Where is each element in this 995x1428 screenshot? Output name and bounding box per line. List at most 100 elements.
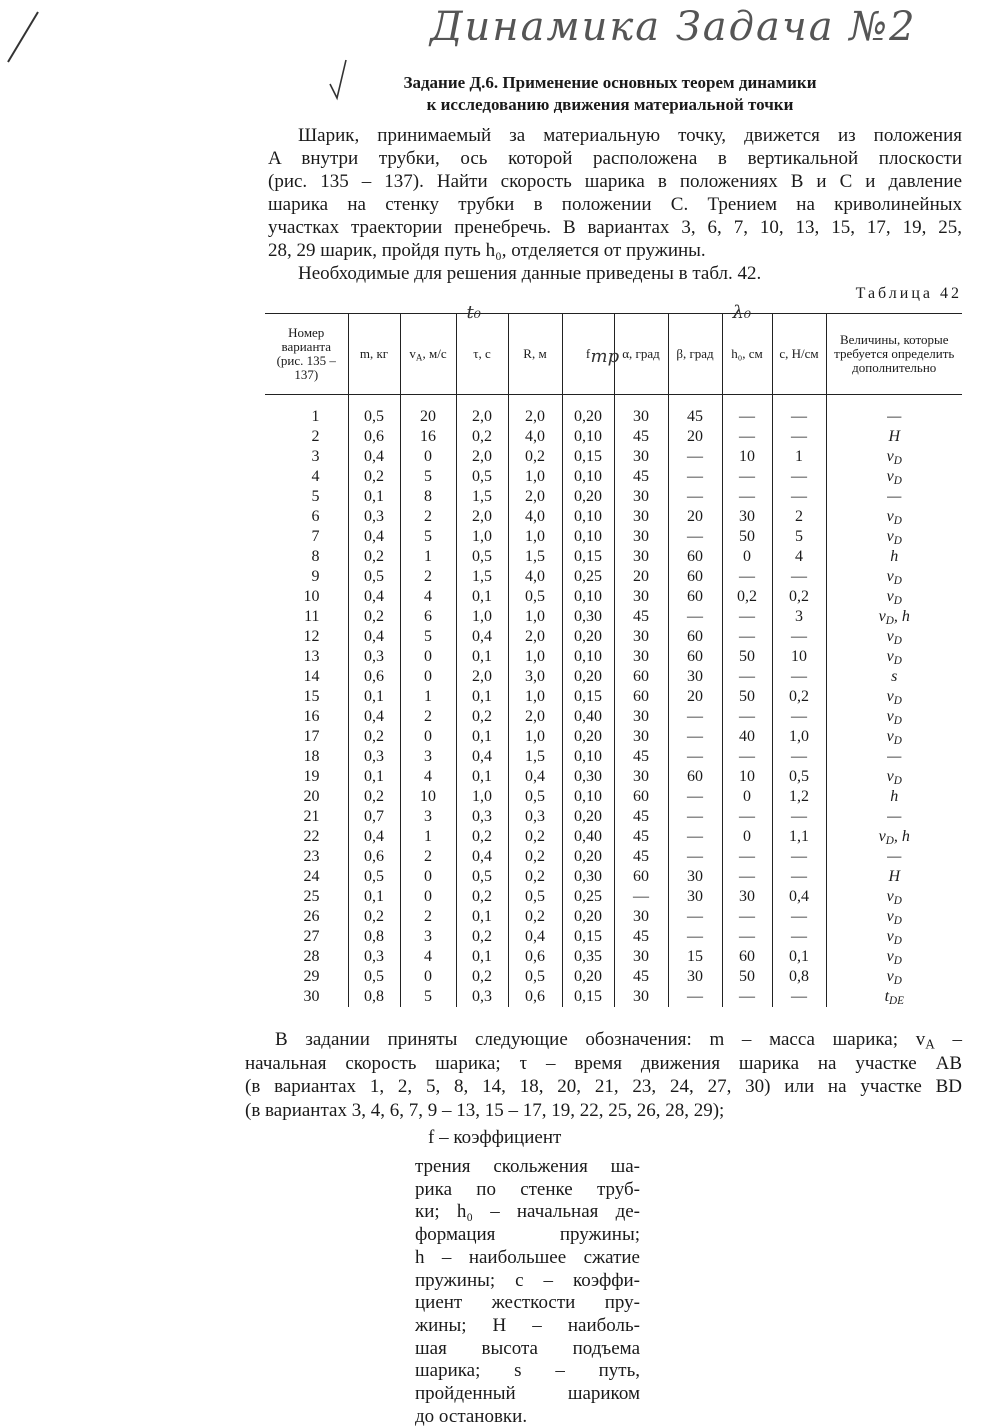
handwritten-header: Динамика Задача №2 [430, 4, 917, 50]
table-cell: 0,40 [561, 827, 614, 847]
table-cell: 30 [721, 887, 772, 907]
table-cell: 0,20 [561, 847, 614, 867]
table-cell: 4 [771, 547, 826, 567]
table-cell: 0,2 [347, 787, 400, 807]
table-cell: — [825, 807, 962, 827]
table-cell: 1,0 [507, 467, 562, 487]
column-header: Номер варианта (рис. 135 – 137) [265, 313, 348, 395]
header-text: m, кг [359, 346, 389, 361]
table-cell: 0,6 [507, 947, 562, 967]
header-text: Номер варианта (рис. 135 – 137) [276, 325, 336, 382]
table-cell: 0,10 [561, 427, 614, 447]
table-cell: 0,1 [455, 587, 508, 607]
table-cell: 26 [303, 908, 320, 925]
table-row: 24 0,5 0 0,5 0,2 0,30 60 30— — H [265, 867, 962, 887]
table-cell: 0,30 [561, 607, 614, 627]
table-cell: 0,1 [455, 647, 508, 667]
table-cell: — [825, 394, 962, 427]
table-cell: 0,3 [455, 807, 508, 827]
table-cell: 0,1 [455, 767, 508, 787]
table-cell: 2,0 [455, 394, 508, 427]
table-cell: — [721, 987, 772, 1007]
table-cell: — [825, 747, 962, 767]
table-cell: 3 [771, 607, 826, 627]
table-cell: 16 [303, 708, 320, 725]
table-cell: — [771, 847, 826, 867]
notation-column-line: ки; h₀ – начальная де- [415, 1201, 640, 1223]
table-cell: 0,2 [455, 967, 508, 987]
table-cell: 2 [399, 707, 456, 727]
table-cell: 0,25 [561, 567, 614, 587]
table-cell: 50 [721, 647, 772, 667]
table-cell: 0,20 [561, 627, 614, 647]
table-cell: 10 [399, 787, 456, 807]
pen-slash [7, 11, 39, 63]
table-cell: 0,2 [347, 547, 400, 567]
table-cell: 0,4 [347, 447, 400, 467]
subscript: D [893, 454, 902, 467]
table-cell: 2 [311, 428, 320, 445]
table-cell: 0,1 [347, 887, 400, 907]
table-cell: 0,6 [347, 847, 400, 867]
table-cell: — [771, 394, 826, 427]
handwritten-note: t₀ [466, 302, 481, 323]
table-cell: — [667, 927, 722, 947]
table-cell: 0,3 [455, 987, 508, 1007]
table-row: 30 0,8 5 0,3 0,6 0,15 30— — — tDE [265, 987, 962, 1007]
table-cell: 30 [667, 967, 722, 987]
table-cell: 45 [613, 607, 668, 627]
table-cell: 3 [399, 807, 456, 827]
table-cell: 20 [667, 427, 722, 447]
table-cell: 1,5 [507, 747, 562, 767]
table-cell: 60 [667, 627, 722, 647]
table-cell: vD [825, 567, 962, 587]
table-cell: 0,5 [507, 787, 562, 807]
table-cell: — [771, 987, 826, 1007]
table-cell: 0,2 [455, 707, 508, 727]
table-cell: 0,3 [347, 647, 400, 667]
table-cell: 0,10 [561, 747, 614, 767]
table-cell: 1,5 [455, 567, 508, 587]
table-cell: 2,0 [507, 487, 562, 507]
table-cell: tDE [825, 987, 962, 1007]
subscript: D [893, 774, 902, 787]
table-row: 5 0,1 8 1,5 2,0 0,20 30— — — — [265, 487, 962, 507]
table-cell: vD, h [825, 827, 962, 847]
table-cell: 0,40 [561, 707, 614, 727]
table-cell: 45 [613, 927, 668, 947]
notation-column-line: h – наибольшее сжатие [415, 1246, 640, 1268]
table-cell: 45 [667, 394, 722, 427]
table-cell: 0,5 [507, 967, 562, 987]
table-cell: 4,0 [507, 507, 562, 527]
notation-column-line: пройденный шариком [415, 1383, 640, 1405]
column-header: Величины, которые требуется определить д… [825, 313, 962, 395]
table-cell: 20 [667, 507, 722, 527]
table-cell: vD [825, 967, 962, 987]
table-cell: 30 [613, 987, 668, 1007]
table-cell: 7 [311, 528, 320, 545]
notation-line: В задании приняты следующие обозначения:… [275, 1029, 962, 1052]
header-text: vA, м/с [409, 346, 447, 363]
table-cell: 0,15 [561, 687, 614, 707]
table-cell: 0,1 [347, 687, 400, 707]
table-cell: — [721, 427, 772, 447]
table-cell: 45 [613, 827, 668, 847]
notation-column-line: пружины; c – коэффи- [415, 1269, 640, 1291]
table-cell: 0,3 [347, 947, 400, 967]
table-cell: vD [825, 447, 962, 467]
table-cell: 30 [613, 547, 668, 567]
table-cell: 8 [399, 487, 456, 507]
table-row: 19 0,1 4 0,1 0,4 0,30 30 60 10 0,5 vD [265, 767, 962, 787]
table-cell: 27 [303, 928, 320, 945]
table-cell: 0,1 [455, 947, 508, 967]
table-cell: 60 [667, 647, 722, 667]
table-cell: 1,5 [507, 547, 562, 567]
subscript: D [893, 574, 902, 587]
subscript: D [893, 954, 902, 967]
table-cell: 1,2 [771, 787, 826, 807]
table-cell: 3 [311, 448, 320, 465]
table-cell: 0,8 [347, 987, 400, 1007]
subscript: D [893, 894, 902, 907]
table-cell: 0,7 [347, 807, 400, 827]
